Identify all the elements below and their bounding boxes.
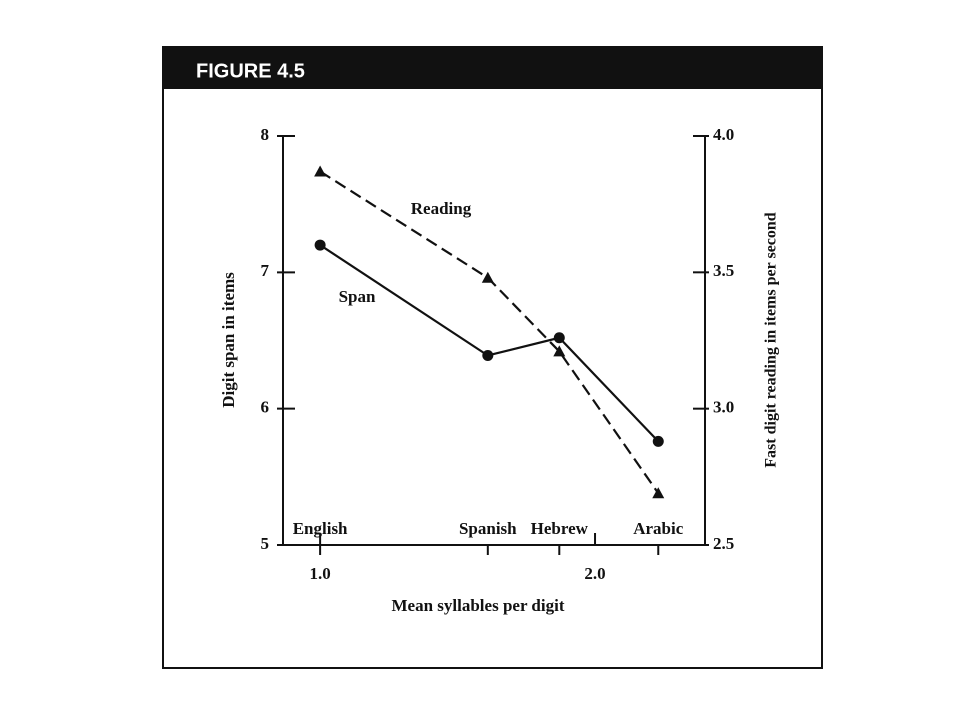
y2-tick-label: 2.5	[713, 534, 734, 553]
y2-tick-label: 3.5	[713, 261, 734, 280]
point-marker	[314, 239, 326, 251]
language-label: Arabic	[633, 519, 684, 538]
y2-tick-label: 3.0	[713, 398, 734, 417]
point-marker	[553, 332, 565, 344]
y-axis-label: Digit span in items	[219, 272, 238, 408]
point-marker	[652, 435, 664, 447]
point-marker	[652, 487, 665, 499]
x-tick-label: 2.0	[584, 564, 605, 583]
series-line	[319, 244, 660, 443]
y-tick-label: 6	[261, 398, 270, 417]
y2-tick-label: 4.0	[713, 125, 734, 144]
figure-header	[163, 47, 822, 89]
y-tick-label: 7	[261, 261, 270, 280]
series-line	[319, 170, 660, 494]
point-marker	[481, 271, 494, 283]
point-marker	[553, 345, 566, 357]
y2-axis-label: Fast digit reading in items per second	[763, 212, 780, 468]
point-marker	[314, 165, 327, 177]
figure-label: FIGURE 4.5	[196, 60, 305, 82]
language-label: English	[293, 519, 348, 538]
x-tick-label: 1.0	[309, 564, 330, 583]
y-tick-label: 5	[261, 534, 270, 553]
series-label: Reading	[411, 199, 472, 218]
series-label: Span	[339, 287, 376, 306]
language-label: Spanish	[459, 519, 517, 538]
point-marker	[482, 349, 494, 361]
x-axis-label: Mean syllables per digit	[392, 596, 565, 615]
language-label: Hebrew	[531, 519, 589, 538]
y-tick-label: 8	[261, 125, 270, 144]
